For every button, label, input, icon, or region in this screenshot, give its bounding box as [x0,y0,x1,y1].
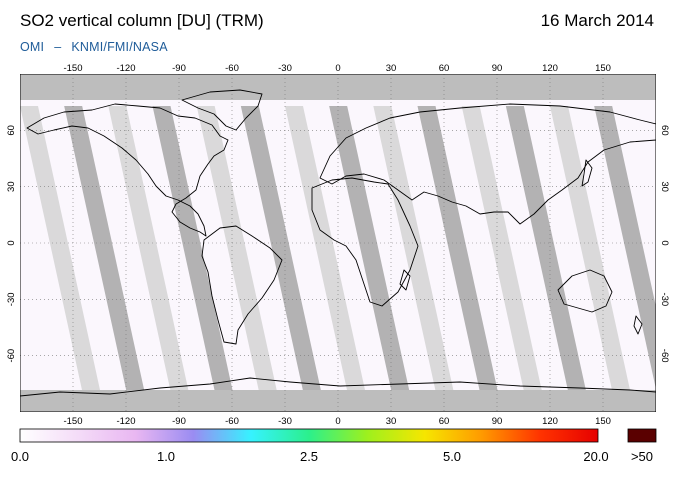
coastlines [20,89,656,397]
coast-africa [311,177,419,307]
lon-tick-label-bottom: -30 [278,416,292,427]
colorbar-label-1: 1.0 [156,449,176,464]
coast-australia [557,269,613,313]
lon-tick-label-bottom: 150 [595,416,611,427]
lon-tick-label-top: 120 [542,63,558,74]
coast-north-america [26,103,229,237]
swath-stripe [550,106,630,390]
lon-tick-label-top: 30 [386,63,397,74]
map-title: SO2 vertical column [DU] (TRM) [20,11,264,30]
lon-tick-label-bottom: 90 [492,416,503,427]
lat-tick-label-right: -60 [659,349,670,363]
lon-tick-label-top: 90 [492,63,503,74]
lat-tick-label-left: -30 [6,292,17,306]
coast-south-america [201,225,283,345]
lon-tick-label-top: 0 [335,63,340,74]
map-date: 16 March 2014 [540,11,654,30]
colorbar-label-0: 0.0 [10,449,30,464]
swath-stripe [152,106,233,390]
colorbar-label-4: 20.0 [583,449,609,464]
map-plot-area [20,74,656,412]
axis-labels: -150 -150 -120 -120 -90 -90 -60 -60 -30 -30 0 0 30 30… [6,63,670,427]
coast-madagascar [399,269,411,291]
swath-stripe [505,106,586,390]
lat-tick-label-left: 0 [6,240,17,245]
lat-tick-label-right: -30 [659,292,670,306]
coast-greenland [181,89,263,131]
swath-stripe [285,106,365,390]
swath-stripe [20,106,100,390]
lon-tick-label-bottom: -60 [225,416,239,427]
coast-new-zealand [633,315,643,335]
swath-stripe [240,106,321,390]
lon-tick-label-top: -30 [278,63,292,74]
swath-stripe [461,106,542,390]
swath-stripe [373,106,454,390]
credit-dash: – [54,40,62,54]
coast-antarctica [20,377,656,397]
credit-instrument: OMI [20,40,45,54]
lat-tick-label-left: 60 [6,125,17,136]
lon-tick-label-top: -90 [172,63,186,74]
graticule-grid [20,74,656,412]
swath-stripe [417,106,498,390]
colorbar-label-2: 2.5 [299,449,319,464]
lon-tick-label-top: -60 [225,63,239,74]
swath-stripe [329,106,410,390]
swath-stripe [196,106,277,390]
lat-tick-label-left: 30 [6,181,17,192]
coast-japan [581,159,593,187]
colorbar-label-5: >50 [630,449,654,464]
credit-institutes: KNMI/FMI/NASA [71,40,168,54]
lon-tick-label-bottom: 30 [386,416,397,427]
swath-stripe [594,106,656,390]
lon-tick-label-bottom: 60 [439,416,450,427]
colorbar-overflow-box [627,428,657,443]
colorbar [19,428,599,443]
lon-tick-label-bottom: -150 [63,416,82,427]
lat-tick-label-right: 0 [659,240,670,245]
lon-tick-label-top: 150 [595,63,611,74]
swath-stripe [108,106,189,390]
lon-tick-label-top: -150 [63,63,82,74]
lon-tick-label-bottom: -90 [172,416,186,427]
lon-tick-label-top: 60 [439,63,450,74]
orbit-swaths [20,106,656,390]
lon-tick-label-bottom: 0 [335,416,340,427]
lon-tick-label-bottom: -120 [116,416,135,427]
coast-europe-asia [319,103,656,225]
lon-tick-label-bottom: 120 [542,416,558,427]
lat-tick-label-right: 30 [659,181,670,192]
credit-line: OMI – KNMI/FMI/NASA [20,40,168,54]
lat-tick-label-right: 60 [659,125,670,136]
colorbar-label-3: 5.0 [442,449,462,464]
swath-stripe [64,106,145,390]
lon-tick-label-top: -120 [116,63,135,74]
lat-tick-label-left: -60 [6,349,17,363]
